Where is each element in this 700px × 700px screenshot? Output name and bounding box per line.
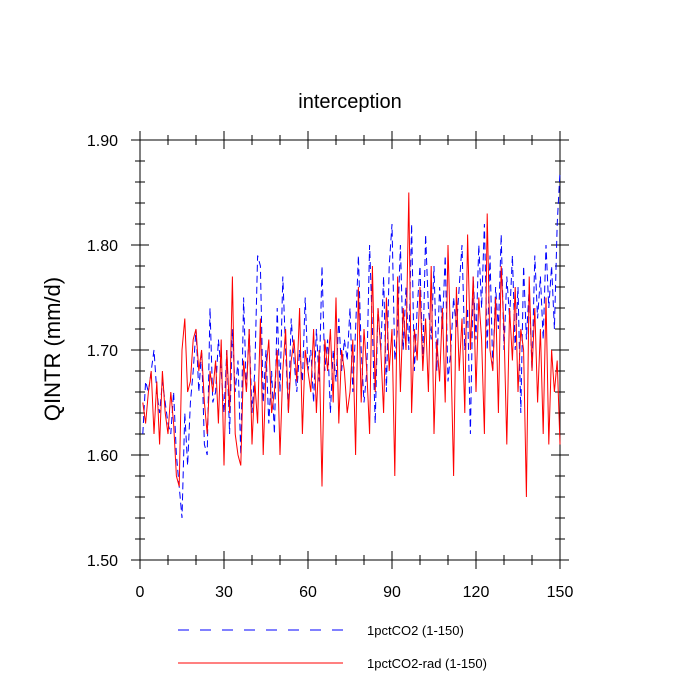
x-tick-label: 30 (215, 584, 233, 601)
series-lines (142, 171, 561, 519)
axis-tick-labels: 0 30 60 90 120 150 1.50 1.60 1.70 1.80 1.90 (87, 133, 574, 601)
series-line-1 (142, 171, 561, 519)
x-tick-label: 60 (299, 584, 317, 601)
legend: 1pctCO2 (1-150) 1pctCO2-rad (1-150) (178, 623, 487, 671)
y-axis-label: QINTR (mm/d) (40, 277, 65, 421)
legend-label-1: 1pctCO2 (1-150) (367, 623, 464, 638)
y-tick-label: 1.50 (87, 553, 118, 570)
x-tick-label: 0 (136, 584, 145, 601)
y-tick-label: 1.70 (87, 343, 118, 360)
x-tick-label: 150 (547, 584, 574, 601)
x-tick-label: 120 (463, 584, 490, 601)
y-tick-label: 1.90 (87, 133, 118, 150)
y-tick-label: 1.60 (87, 448, 118, 465)
y-tick-label: 1.80 (87, 238, 118, 255)
legend-label-2: 1pctCO2-rad (1-150) (367, 656, 487, 671)
x-tick-label: 90 (383, 584, 401, 601)
chart-title: interception (298, 91, 401, 113)
axis-ticks (131, 131, 569, 569)
series-line-2 (142, 192, 561, 498)
